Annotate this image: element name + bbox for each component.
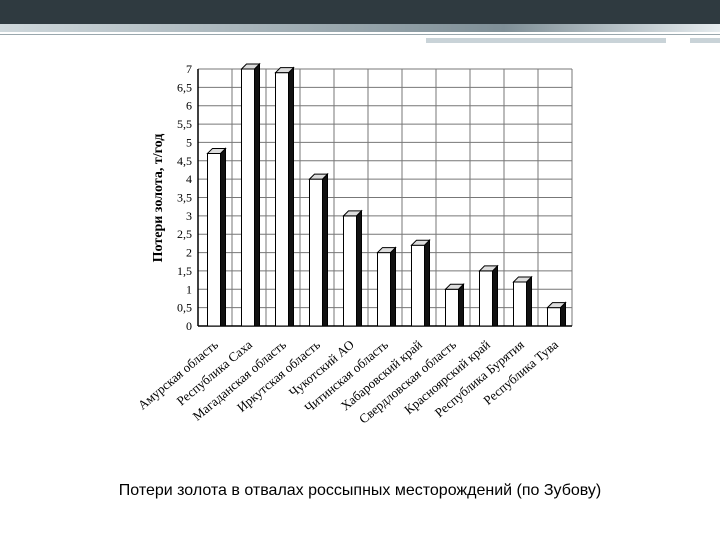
y-tick-label: 4,5 bbox=[177, 154, 192, 168]
y-tick-label: 7 bbox=[186, 62, 192, 76]
y-axis-label: Потери золота, т/год bbox=[151, 134, 166, 263]
bar bbox=[274, 66, 295, 327]
y-tick-label: 2,5 bbox=[177, 227, 192, 241]
y-tick-labels: 0 0,5 1 1,5 2 2,5 3 3,5 4 4,5 5 5,5 6 6,5 7 bbox=[177, 62, 192, 333]
y-tick-label: 1 bbox=[186, 282, 192, 296]
y-tick-label: 6,5 bbox=[177, 80, 192, 94]
slide-caption: Потери золота в отвалах россыпных местор… bbox=[118, 482, 602, 499]
y-tick-label: 5 bbox=[186, 135, 192, 149]
y-tick-label: 1,5 bbox=[177, 264, 192, 278]
y-tick-label: 4 bbox=[186, 172, 192, 186]
accent-dash bbox=[690, 38, 720, 43]
bar bbox=[444, 283, 465, 327]
bar bbox=[512, 275, 533, 327]
y-tick-label: 3 bbox=[186, 209, 192, 223]
bar-chart: 0 0,5 1 1,5 2 2,5 3 3,5 4 4,5 5 5,5 6 6,5 7 Амурская о… bbox=[135, 62, 573, 427]
header-divider bbox=[0, 34, 720, 35]
bar bbox=[410, 239, 431, 327]
bar bbox=[546, 301, 567, 327]
bar bbox=[308, 172, 329, 327]
bar bbox=[478, 264, 499, 327]
y-tick-label: 3,5 bbox=[177, 191, 192, 205]
header-band bbox=[0, 0, 720, 24]
y-tick-label: 5,5 bbox=[177, 117, 192, 131]
bar bbox=[206, 147, 227, 327]
bar bbox=[240, 62, 261, 327]
y-tick-label: 6 bbox=[186, 99, 192, 113]
y-tick-label: 0 bbox=[186, 319, 192, 333]
accent-bar bbox=[426, 38, 666, 43]
grid-lines bbox=[197, 68, 573, 327]
y-tick-label: 0,5 bbox=[177, 301, 192, 315]
header-gradient bbox=[0, 24, 720, 32]
bar bbox=[342, 209, 363, 327]
bars bbox=[206, 62, 567, 327]
bar bbox=[376, 246, 397, 327]
y-tick-label: 2 bbox=[186, 246, 192, 260]
